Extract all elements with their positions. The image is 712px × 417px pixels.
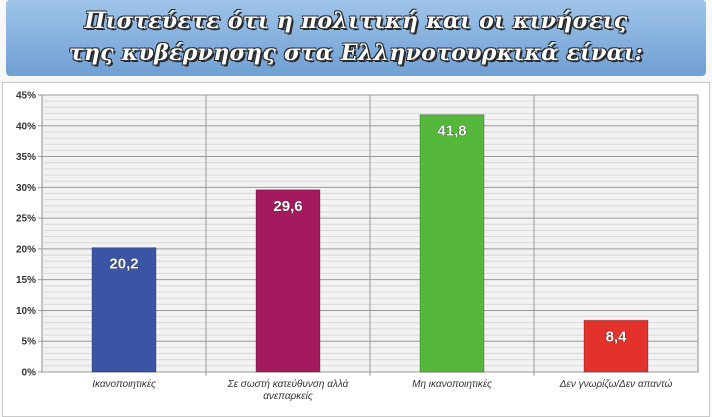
y-tick-label: 20% [16,244,36,255]
data-label: 8,4 [606,328,628,345]
x-tick-label: Δεν γνωρίζω/Δεν απαντώ [559,378,673,390]
chart-title-line-2: της κυβέρνησης στα Ελληνοτουρκικά είναι: [68,40,644,66]
x-tick-label: Μη ικανοποιητικές [412,378,492,390]
y-tick-label: 0% [22,368,37,379]
y-tick-label: 30% [16,183,36,194]
chart-title-line-1: Πιστεύετε ότι η πολιτική και οι κινήσεις [84,8,628,34]
title-banner: Πιστεύετε ότι η πολιτική και οι κινήσεις… [6,0,706,76]
y-tick-label: 35% [16,152,36,163]
x-tick-label: Σε σωστή κατεύθυνση αλλά [227,378,349,390]
y-tick-label: 15% [16,275,36,286]
data-label: 41,8 [437,123,466,140]
bar [419,114,485,373]
x-tick-label: ανεπαρκείς [263,390,313,402]
data-label: 20,2 [109,256,138,273]
x-tick-label: Ικανοποιητικές [92,378,156,390]
y-tick-label: 10% [16,306,36,317]
y-tick-label: 45% [16,91,36,102]
bar [583,319,649,373]
data-label: 29,6 [273,198,302,215]
y-tick-label: 40% [16,121,36,132]
bar [255,189,321,373]
y-tick-label: 25% [16,214,36,225]
bar [91,247,157,373]
y-tick-label: 5% [22,337,37,348]
